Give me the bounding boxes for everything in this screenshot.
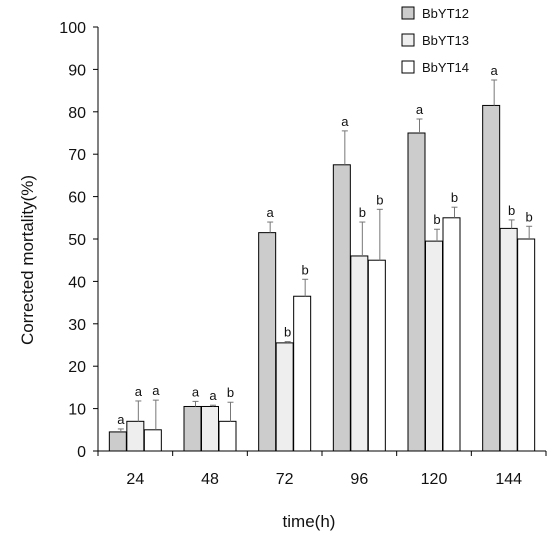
legend: BbYT12 BbYT13 BbYT14: [401, 6, 469, 75]
bar: [218, 420, 237, 452]
x-tick-label: 96: [350, 471, 368, 488]
legend-label: BbYT13: [422, 33, 469, 48]
bar: [517, 238, 536, 452]
significance-label: a: [135, 384, 143, 399]
y-tick-label: 80: [68, 105, 86, 122]
significance-label: a: [209, 388, 217, 403]
y-tick-label: 60: [68, 190, 86, 207]
bar: [293, 295, 312, 452]
significance-label: b: [284, 325, 291, 340]
y-tick-label: 10: [68, 402, 86, 419]
x-tick-label: 120: [421, 471, 448, 488]
significance-label: b: [433, 212, 440, 227]
y-tick-label: 50: [68, 232, 86, 249]
significance-label: b: [526, 209, 533, 224]
error-bars: [117, 79, 533, 432]
significance-label: b: [227, 385, 234, 400]
significance-label: a: [267, 205, 275, 220]
significance-label: a: [341, 114, 349, 129]
y-tick-label: 40: [68, 274, 86, 291]
bar: [275, 342, 294, 452]
bar: [201, 405, 219, 452]
x-tick-label: 24: [126, 471, 144, 488]
legend-swatch: [401, 33, 415, 47]
bar: [332, 164, 351, 452]
bar: [499, 227, 518, 452]
significance-label: b: [302, 262, 309, 277]
bar: [126, 420, 145, 452]
axes: 0 10 20 30 40 50 60 70 80 90 100 24 48 72 96 120 144: [59, 20, 547, 488]
significance-label: a: [416, 102, 424, 117]
legend-swatch: [401, 60, 415, 74]
bar: [407, 132, 426, 452]
y-tick-label: 30: [68, 317, 86, 334]
bar: [367, 259, 386, 452]
y-tick-label: 0: [77, 444, 86, 461]
bar: [442, 217, 461, 452]
significance-label: a: [491, 63, 499, 78]
legend-swatch: [401, 6, 415, 20]
bar: [350, 255, 369, 452]
legend-label: BbYT12: [422, 6, 469, 21]
bar: [143, 429, 162, 452]
y-tick-label: 20: [68, 359, 86, 376]
x-tick-label: 72: [276, 471, 294, 488]
significance-label: b: [508, 203, 515, 218]
significance-label: a: [152, 383, 160, 398]
significance-label: b: [376, 192, 383, 207]
x-tick-label: 144: [495, 471, 522, 488]
significance-label: a: [192, 384, 200, 399]
bar: [183, 405, 202, 452]
y-tick-label: 70: [68, 147, 86, 164]
bars: [108, 104, 536, 452]
y-axis-title: Corrected mortality(%): [18, 175, 37, 345]
bar: [482, 104, 501, 452]
x-tick-label: 48: [201, 471, 219, 488]
y-tick-label: 100: [59, 20, 86, 37]
legend-label: BbYT14: [422, 60, 469, 75]
y-tick-label: 90: [68, 62, 86, 79]
bar: [425, 240, 443, 452]
bar: [258, 232, 277, 452]
x-axis-title: time(h): [283, 512, 336, 531]
significance-label: a: [117, 412, 125, 427]
bar: [108, 431, 127, 452]
significance-label: b: [451, 190, 458, 205]
significance-label: b: [359, 205, 366, 220]
